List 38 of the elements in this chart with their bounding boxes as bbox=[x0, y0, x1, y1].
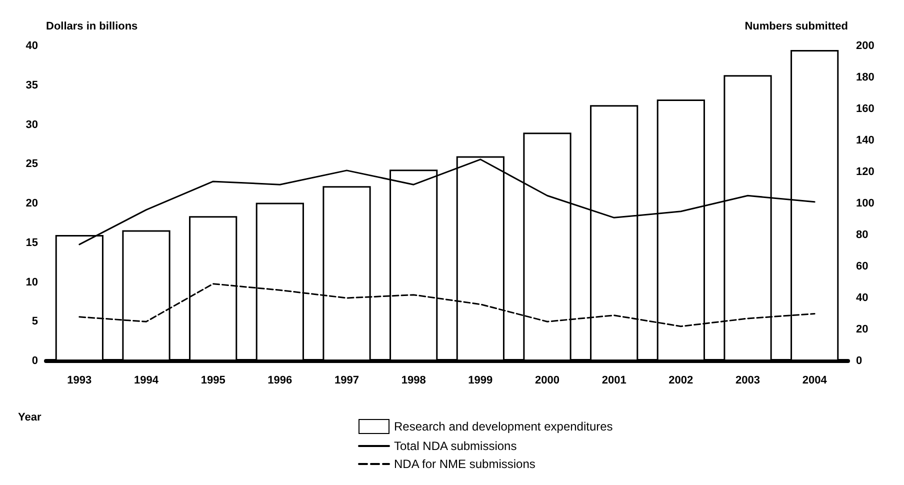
y-axis-title: Dollars in billions bbox=[46, 20, 138, 32]
y-tick-label: 20 bbox=[26, 198, 38, 210]
y2-tick-label: 80 bbox=[856, 229, 868, 241]
y2-tick-label: 140 bbox=[856, 134, 874, 146]
legend-label: Total NDA submissions bbox=[394, 439, 517, 453]
y-tick-label: 25 bbox=[26, 158, 38, 170]
legend-label: Research and development expenditures bbox=[394, 420, 613, 434]
x-tick-label: 2003 bbox=[736, 374, 760, 386]
y2-tick-label: 40 bbox=[856, 292, 868, 304]
x-tick-label: 1994 bbox=[134, 374, 160, 386]
x-axis-title: Year bbox=[18, 412, 42, 424]
y-tick-label: 10 bbox=[26, 276, 38, 288]
x-tick-label: 1996 bbox=[268, 374, 292, 386]
y-tick-label: 0 bbox=[32, 355, 38, 367]
x-tick-label: 2002 bbox=[668, 374, 694, 386]
x-tick-label: 2000 bbox=[535, 374, 560, 386]
y2-tick-label: 180 bbox=[856, 72, 874, 84]
y2-tick-label: 120 bbox=[856, 166, 874, 178]
y-tick-label: 5 bbox=[32, 316, 38, 328]
y2-tick-label: 60 bbox=[856, 260, 868, 272]
y2-tick-label: 100 bbox=[856, 198, 874, 210]
y2-tick-label: 160 bbox=[856, 103, 874, 115]
legend-label: NDA for NME submissions bbox=[394, 457, 536, 471]
y-tick-label: 40 bbox=[26, 40, 38, 52]
x-tick-label: 1993 bbox=[67, 374, 92, 386]
y2-tick-label: 200 bbox=[856, 40, 874, 52]
x-tick-label: 2004 bbox=[802, 374, 828, 386]
x-tick-label: 1998 bbox=[401, 374, 426, 386]
x-tick-label: 1997 bbox=[334, 374, 359, 386]
y-tick-label: 35 bbox=[26, 79, 38, 92]
y2-tick-label: 0 bbox=[856, 355, 862, 367]
y-tick-label: 30 bbox=[26, 118, 38, 131]
y-tick-label: 15 bbox=[26, 236, 38, 249]
x-tick-label: 1999 bbox=[468, 374, 493, 386]
x-tick-label: 2001 bbox=[602, 374, 626, 386]
y2-axis-title: Numbers submitted bbox=[744, 20, 848, 32]
y2-tick-label: 20 bbox=[856, 324, 868, 336]
x-tick-label: 1995 bbox=[200, 374, 226, 386]
